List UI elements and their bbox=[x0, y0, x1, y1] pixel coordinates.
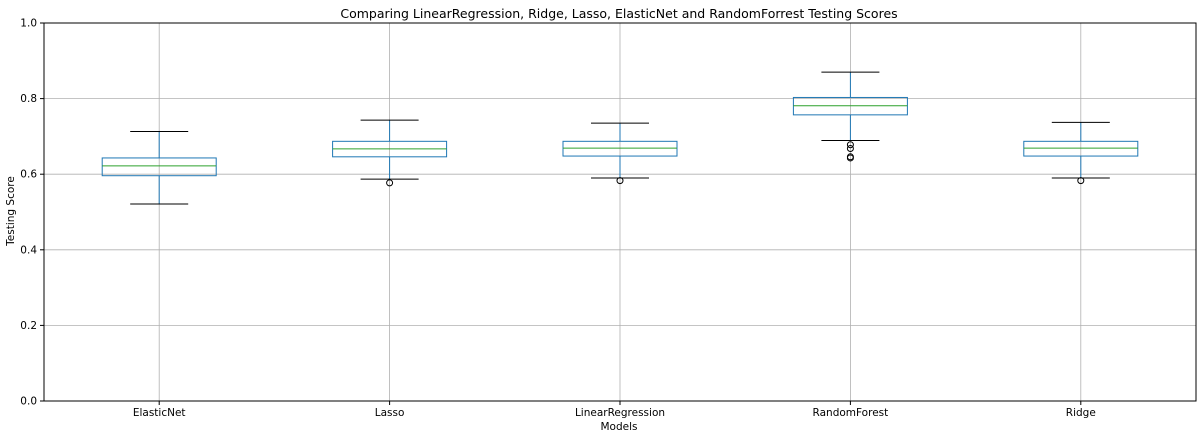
box-iqr bbox=[1023, 140, 1139, 157]
box-plot-linearregression bbox=[562, 122, 678, 185]
box-plots bbox=[101, 71, 1139, 205]
x-tick-label: ElasticNet bbox=[133, 407, 186, 419]
outlier-point bbox=[616, 177, 624, 185]
outlier-point bbox=[1077, 177, 1085, 185]
y-tick-label: 0.8 bbox=[20, 93, 37, 105]
box-iqr bbox=[101, 157, 217, 177]
box-plot-randomforest bbox=[792, 71, 908, 162]
outlier-point bbox=[846, 141, 854, 149]
x-tick-label: Lasso bbox=[375, 407, 405, 419]
box-plot-elasticnet bbox=[101, 130, 217, 205]
y-axis-label: Testing Score bbox=[5, 176, 17, 247]
y-tick-label: 1.0 bbox=[20, 18, 37, 30]
y-tick-label: 0.0 bbox=[20, 396, 37, 408]
box-plot-ridge bbox=[1023, 121, 1139, 185]
x-tick-label: Ridge bbox=[1066, 407, 1096, 419]
outlier-point bbox=[846, 144, 854, 152]
outlier-point bbox=[846, 154, 854, 162]
y-tick-label: 0.6 bbox=[20, 169, 37, 181]
x-tick-label: RandomForest bbox=[813, 407, 889, 419]
box-plot-lasso bbox=[332, 119, 448, 187]
x-axis-label: Models bbox=[601, 421, 638, 433]
y-tick-label: 0.2 bbox=[20, 320, 37, 332]
y-tick-label: 0.4 bbox=[20, 244, 37, 256]
chart-title: Comparing LinearRegression, Ridge, Lasso… bbox=[340, 6, 897, 21]
axis-ticks: 0.0 0.2 0.4 0.6 0.8 1.0 ElasticNet Lasso LinearR… bbox=[20, 18, 1096, 420]
outlier-point bbox=[386, 179, 394, 187]
x-tick-label: LinearRegression bbox=[575, 407, 665, 419]
box-iqr bbox=[562, 140, 678, 157]
